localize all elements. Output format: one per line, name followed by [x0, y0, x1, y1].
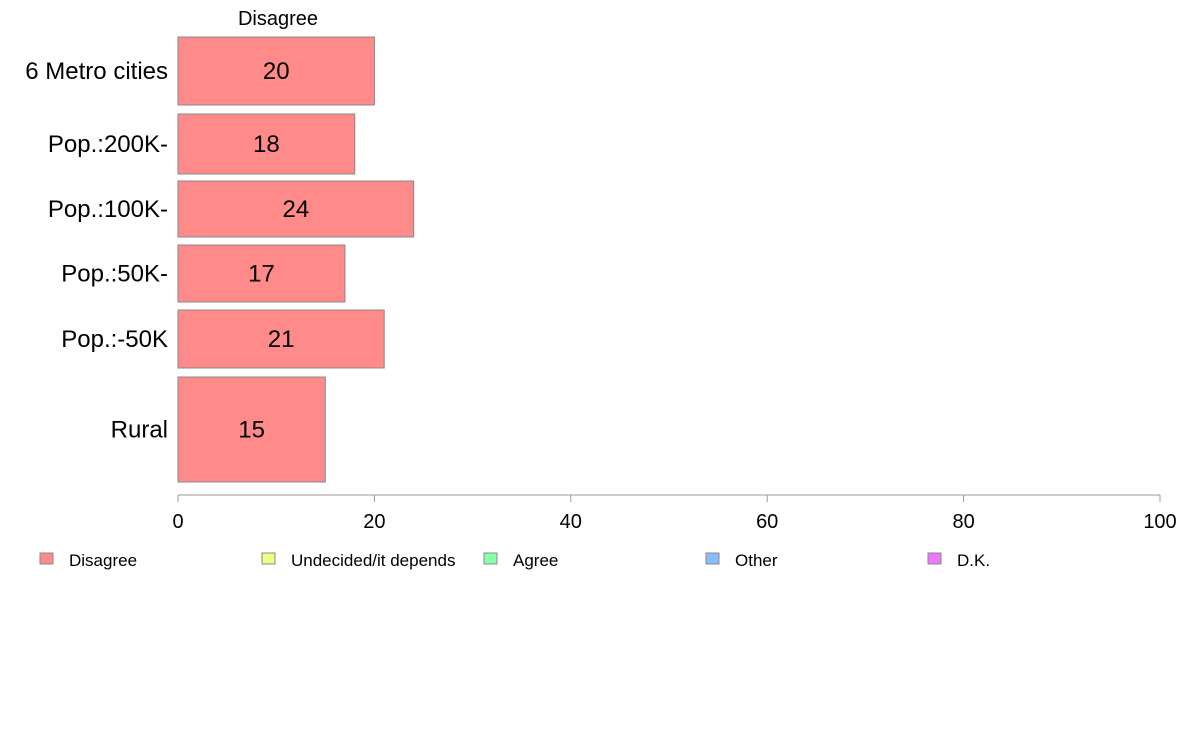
legend-label-0: Disagree — [69, 551, 137, 570]
value-label-1: 18 — [253, 131, 280, 158]
x-tick-label-1: 20 — [363, 511, 385, 533]
category-label-2: Pop.:100K- — [48, 196, 168, 223]
bars-group: 6 Metro cities 20 Pop.:200K- 18 Pop.:100K- 24… — [25, 36, 415, 483]
bar-2 — [177, 180, 415, 238]
legend-swatch-3 — [705, 552, 720, 565]
legend-swatch-0 — [39, 552, 54, 565]
x-tick-label-2: 40 — [560, 511, 582, 533]
category-label-4: Pop.:-50K — [61, 326, 168, 353]
legend: Disagree Undecided/it depends Agree Other D.… — [39, 551, 990, 570]
x-tick-label-4: 80 — [952, 511, 974, 533]
legend-swatch-2 — [483, 552, 498, 565]
value-label-0: 20 — [263, 58, 290, 85]
bar-4 — [177, 309, 385, 369]
bar-5 — [177, 376, 326, 483]
category-label-0: 6 Metro cities — [25, 58, 168, 85]
x-axis: 0 20 40 60 80 100 — [172, 494, 1177, 533]
legend-label-3: Other — [735, 551, 778, 570]
value-label-3: 17 — [248, 261, 275, 288]
legend-label-2: Agree — [513, 551, 558, 570]
legend-swatch-4 — [927, 552, 942, 565]
x-tick-label-0: 0 — [172, 511, 183, 533]
value-label-5: 15 — [238, 417, 265, 444]
x-tick-label-5: 100 — [1143, 511, 1176, 533]
value-label-2: 24 — [282, 196, 309, 223]
bar-1 — [177, 113, 356, 175]
bar-3 — [177, 244, 346, 303]
value-label-4: 21 — [268, 326, 295, 353]
legend-label-1: Undecided/it depends — [291, 551, 455, 570]
x-tick-label-3: 60 — [756, 511, 778, 533]
category-label-5: Rural — [111, 417, 168, 444]
category-label-3: Pop.:50K- — [61, 261, 168, 288]
legend-swatch-1 — [261, 552, 276, 565]
category-label-1: Pop.:200K- — [48, 131, 168, 158]
legend-label-4: D.K. — [957, 551, 990, 570]
column-title: Disagree — [238, 8, 318, 30]
bar-0 — [177, 36, 375, 106]
